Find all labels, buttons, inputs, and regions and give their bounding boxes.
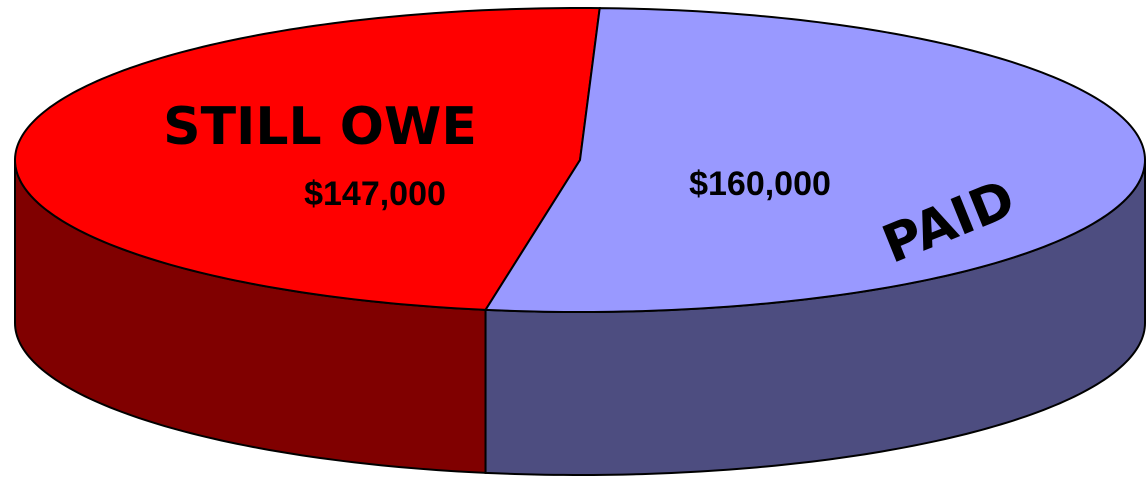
slice-label: STILL OWE [163, 97, 477, 157]
pie-slice [483, 7, 1146, 313]
value-label: $160,000 [689, 165, 831, 203]
pie-slice [14, 6, 601, 311]
value-label: $147,000 [304, 175, 446, 213]
